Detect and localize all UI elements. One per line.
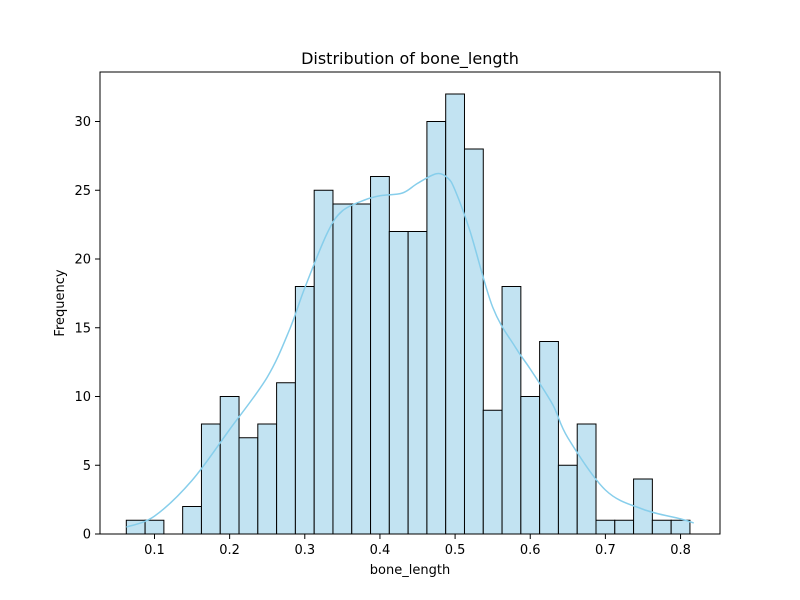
histogram-bar: [651, 519, 672, 535]
y-axis-label: Frequency: [53, 269, 68, 336]
histogram-bar: [219, 396, 240, 535]
histogram-bar: [576, 423, 597, 535]
y-tick-label: 15: [74, 321, 91, 336]
plot-frame: [99, 71, 721, 535]
x-tick-label: 0.8: [670, 543, 691, 558]
y-tick-label: 30: [74, 115, 91, 130]
x-tick-label: 0.7: [595, 543, 616, 558]
x-tick-label: 0.6: [520, 543, 541, 558]
histogram-bar: [426, 121, 447, 535]
y-tick-label: 10: [74, 390, 91, 405]
histogram-bar: [614, 519, 635, 535]
chart-title: Distribution of bone_length: [301, 49, 519, 69]
x-axis-ticks: 0.1 0.2 0.3 0.4 0.5 0.6 0.7 0.8: [144, 534, 691, 558]
histogram-bar: [482, 409, 503, 535]
histogram-bar: [200, 423, 221, 535]
histogram-bar: [332, 203, 353, 535]
histogram-bar: [463, 148, 484, 535]
histogram-bar: [670, 519, 691, 535]
histogram-bar: [144, 519, 165, 535]
x-tick-label: 0.3: [294, 543, 315, 558]
histogram-bar: [445, 93, 465, 535]
histogram-bars: [125, 93, 691, 535]
x-tick-label: 0.5: [445, 543, 466, 558]
histogram-bar: [294, 286, 315, 535]
histogram-bar: [182, 506, 202, 535]
x-tick-label: 0.1: [144, 543, 165, 558]
x-axis-label: bone_length: [370, 563, 450, 578]
x-tick-label: 0.2: [219, 543, 240, 558]
histogram-bar: [407, 231, 428, 535]
kde-curve: [126, 172, 694, 528]
histogram-bar: [370, 176, 390, 535]
histogram-bar: [557, 464, 578, 535]
histogram-bar: [595, 519, 616, 535]
histogram-bar: [351, 203, 372, 535]
histogram-bar: [276, 382, 296, 535]
y-tick-label: 5: [83, 459, 91, 474]
histogram-bar: [257, 423, 278, 535]
y-tick-label: 20: [74, 253, 91, 268]
histogram-bar: [539, 341, 559, 535]
histogram-bar: [501, 286, 522, 535]
y-tick-label: 25: [74, 184, 91, 199]
histogram-bar: [388, 231, 409, 535]
histogram-bar: [520, 396, 541, 535]
histogram-bar: [238, 437, 259, 535]
x-tick-label: 0.4: [370, 543, 391, 558]
y-tick-label: 0: [83, 528, 91, 543]
y-axis-ticks: 0 5 10 15 20 25 30: [74, 115, 100, 543]
